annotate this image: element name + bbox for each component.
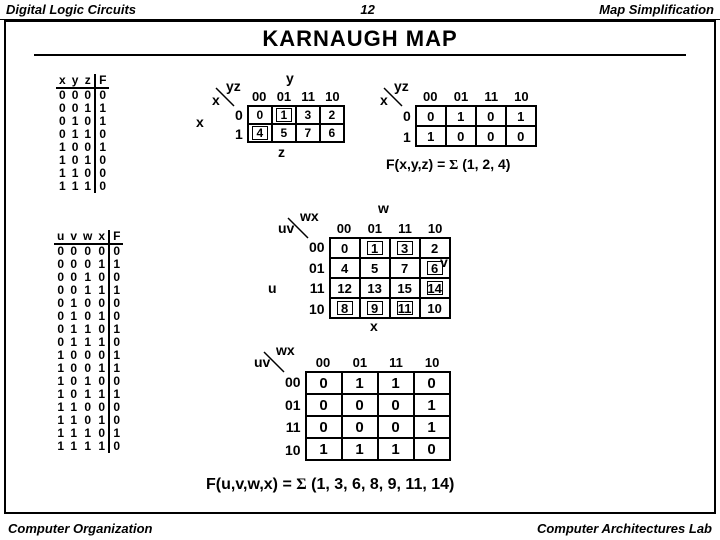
- equation-3var: F(x,y,z) = Σ (1, 2, 4): [386, 156, 510, 174]
- kmap-cell: 0: [342, 416, 378, 438]
- kmap-cell: 1: [446, 106, 476, 126]
- diag-label-wx: wx: [276, 342, 295, 358]
- kmap-cell: 0: [414, 372, 450, 394]
- equation-4var: F(u,v,w,x) = Σ (1, 3, 6, 8, 9, 11, 14): [206, 476, 454, 494]
- title-rule: [34, 54, 686, 56]
- header-left: Digital Logic Circuits: [6, 2, 136, 17]
- kmap-cell: 3: [296, 106, 320, 124]
- kmap-cell: 1: [378, 438, 414, 460]
- diag-label-yz: yz: [226, 78, 241, 94]
- kmap-cell: 1: [360, 238, 390, 258]
- kmap-cell: 1: [342, 372, 378, 394]
- diag-label-wx: wx: [300, 208, 319, 224]
- axis-label-x: x: [370, 318, 378, 334]
- kmap-cell: 0: [476, 126, 506, 146]
- truth-table-4var: uvwxF00000000110010000111010000101001101…: [54, 230, 123, 453]
- truth-table-3var: xyzF00000011010101101001101011001110: [56, 74, 109, 193]
- kmap-cell: 5: [272, 124, 296, 142]
- kmap-cell: 3: [390, 238, 420, 258]
- kmap-cell: 7: [390, 258, 420, 278]
- kmap-cell: 0: [476, 106, 506, 126]
- kmap-cell: 12: [330, 278, 360, 298]
- page-header: Digital Logic Circuits 12 Map Simplifica…: [0, 0, 720, 20]
- axis-label-z: z: [278, 144, 285, 160]
- kmap-cell: 1: [306, 438, 342, 460]
- kmap-3var-index: yz x y x z 00 01 11 10 0 01324576 1: [216, 78, 345, 143]
- page-title: KARNAUGH MAP: [6, 26, 714, 52]
- content-frame: KARNAUGH MAP xyzF00000011010101101001101…: [4, 20, 716, 514]
- kmap-cell: 9: [360, 298, 390, 318]
- kmap-cell: 6: [420, 258, 450, 278]
- kmap-4var-values: wx uv 00 01 11 10 00 0110000100011110 01…: [258, 342, 451, 461]
- diag-label-uv: uv: [278, 220, 294, 236]
- kmap-cell: 0: [378, 416, 414, 438]
- axis-label-w: w: [378, 200, 389, 216]
- kmap-cell: 14: [420, 278, 450, 298]
- kmap-4var-index: wx uv w v u x 00 01 11 10 00 01324576121…: [282, 208, 451, 319]
- kmap-cell: 0: [378, 394, 414, 416]
- kmap-cell: 0: [306, 394, 342, 416]
- kmap-cell: 1: [416, 126, 446, 146]
- header-right: Map Simplification: [599, 2, 714, 17]
- kmap-cell: 7: [296, 124, 320, 142]
- kmap-cell: 2: [420, 238, 450, 258]
- diag-label-x: x: [212, 92, 220, 108]
- kmap-cell: 0: [306, 372, 342, 394]
- kmap-cell: 1: [506, 106, 536, 126]
- footer-right: Computer Architectures Lab: [537, 521, 712, 536]
- kmap-cell: 13: [360, 278, 390, 298]
- axis-label-u: u: [268, 280, 277, 296]
- kmap-cell: 1: [378, 372, 414, 394]
- kmap-3var-values: yz x 00 01 11 10 0 01011000 1 F(x,y,z) =…: [384, 78, 537, 147]
- kmap-cell: 0: [306, 416, 342, 438]
- kmap-cell: 0: [414, 438, 450, 460]
- kmap-cell: 0: [248, 106, 272, 124]
- kmap-cell: 0: [416, 106, 446, 126]
- kmap-cell: 0: [330, 238, 360, 258]
- kmap-cell: 1: [414, 416, 450, 438]
- kmap-cell: 15: [390, 278, 420, 298]
- kmap-cell: 0: [342, 394, 378, 416]
- kmap-cell: 11: [390, 298, 420, 318]
- page-footer: Computer Organization Computer Architect…: [0, 521, 720, 536]
- kmap-cell: 4: [330, 258, 360, 278]
- diag-label-x: x: [380, 92, 388, 108]
- kmap-cell: 0: [506, 126, 536, 146]
- kmap-cell: 1: [342, 438, 378, 460]
- kmap-cell: 0: [446, 126, 476, 146]
- kmap-cell: 10: [420, 298, 450, 318]
- kmap-cell: 4: [248, 124, 272, 142]
- kmap-cell: 8: [330, 298, 360, 318]
- kmap-cell: 2: [320, 106, 344, 124]
- kmap-cell: 1: [414, 394, 450, 416]
- axis-label-y: y: [286, 70, 294, 86]
- kmap-cell: 1: [272, 106, 296, 124]
- kmap-cell: 5: [360, 258, 390, 278]
- page-number: 12: [360, 2, 374, 17]
- diag-label-uv: uv: [254, 354, 270, 370]
- axis-label-x: x: [196, 114, 204, 130]
- kmap-cell: 6: [320, 124, 344, 142]
- diag-label-yz: yz: [394, 78, 409, 94]
- footer-left: Computer Organization: [8, 521, 152, 536]
